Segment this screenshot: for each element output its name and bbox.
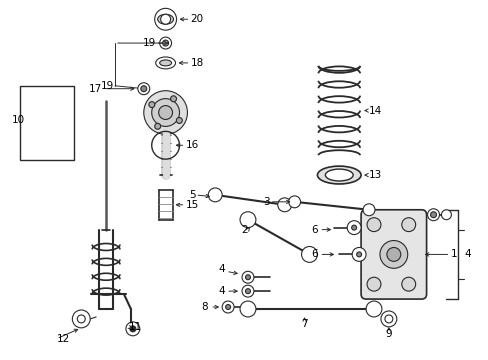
Circle shape [154, 123, 161, 129]
Circle shape [170, 96, 176, 102]
Circle shape [401, 218, 415, 231]
Text: 20: 20 [190, 14, 203, 24]
Circle shape [366, 277, 380, 291]
Ellipse shape [155, 57, 175, 69]
Text: 4: 4 [218, 264, 224, 274]
Circle shape [346, 221, 360, 235]
Circle shape [208, 188, 222, 202]
Circle shape [77, 315, 85, 323]
Circle shape [163, 40, 168, 46]
Text: 16: 16 [185, 140, 198, 150]
Circle shape [351, 247, 366, 261]
Circle shape [427, 209, 439, 221]
Text: 10: 10 [12, 116, 25, 126]
Circle shape [161, 14, 170, 24]
Circle shape [245, 275, 250, 280]
Circle shape [441, 210, 450, 220]
Circle shape [148, 102, 155, 108]
Text: 13: 13 [368, 170, 382, 180]
Circle shape [138, 83, 149, 95]
Ellipse shape [325, 169, 352, 181]
Circle shape [401, 277, 415, 291]
Circle shape [160, 37, 171, 49]
Text: 8: 8 [201, 302, 208, 312]
Text: 6: 6 [310, 225, 317, 235]
Ellipse shape [317, 166, 360, 184]
FancyBboxPatch shape [360, 210, 426, 299]
Ellipse shape [157, 14, 173, 24]
Text: 9: 9 [385, 329, 391, 339]
Text: 6: 6 [310, 249, 317, 260]
Text: 19: 19 [142, 38, 155, 48]
Circle shape [356, 252, 361, 257]
Circle shape [351, 225, 356, 230]
Text: 5: 5 [188, 190, 195, 200]
Circle shape [362, 204, 374, 216]
Text: 11: 11 [129, 322, 142, 332]
Circle shape [126, 322, 140, 336]
Circle shape [384, 315, 392, 323]
Circle shape [130, 326, 136, 332]
Circle shape [386, 247, 400, 261]
Circle shape [366, 301, 381, 317]
Circle shape [222, 301, 234, 313]
Circle shape [154, 8, 176, 30]
Circle shape [176, 117, 182, 123]
Circle shape [72, 310, 90, 328]
Circle shape [158, 105, 172, 120]
Text: 4: 4 [218, 286, 224, 296]
Circle shape [301, 247, 317, 262]
Text: 3: 3 [263, 197, 269, 207]
Text: 4: 4 [463, 249, 470, 260]
Text: 14: 14 [368, 105, 382, 116]
Bar [20, 86, 74, 160]
Circle shape [225, 305, 230, 310]
Circle shape [380, 311, 396, 327]
Circle shape [277, 198, 291, 212]
Circle shape [242, 271, 253, 283]
Text: 1: 1 [449, 249, 456, 260]
Circle shape [240, 301, 255, 317]
Text: 17: 17 [89, 84, 102, 94]
Circle shape [141, 86, 146, 92]
Text: 15: 15 [185, 200, 198, 210]
Circle shape [379, 240, 407, 268]
Circle shape [288, 196, 300, 208]
Circle shape [242, 285, 253, 297]
Text: 19: 19 [101, 81, 114, 91]
Circle shape [240, 212, 255, 228]
Ellipse shape [160, 60, 171, 66]
Circle shape [366, 218, 380, 231]
Text: 7: 7 [301, 319, 307, 329]
Text: 12: 12 [56, 334, 70, 344]
Circle shape [143, 91, 187, 134]
Circle shape [151, 99, 179, 126]
Text: 2: 2 [241, 225, 247, 235]
Circle shape [429, 212, 436, 218]
Text: 18: 18 [190, 58, 203, 68]
Circle shape [245, 289, 250, 294]
